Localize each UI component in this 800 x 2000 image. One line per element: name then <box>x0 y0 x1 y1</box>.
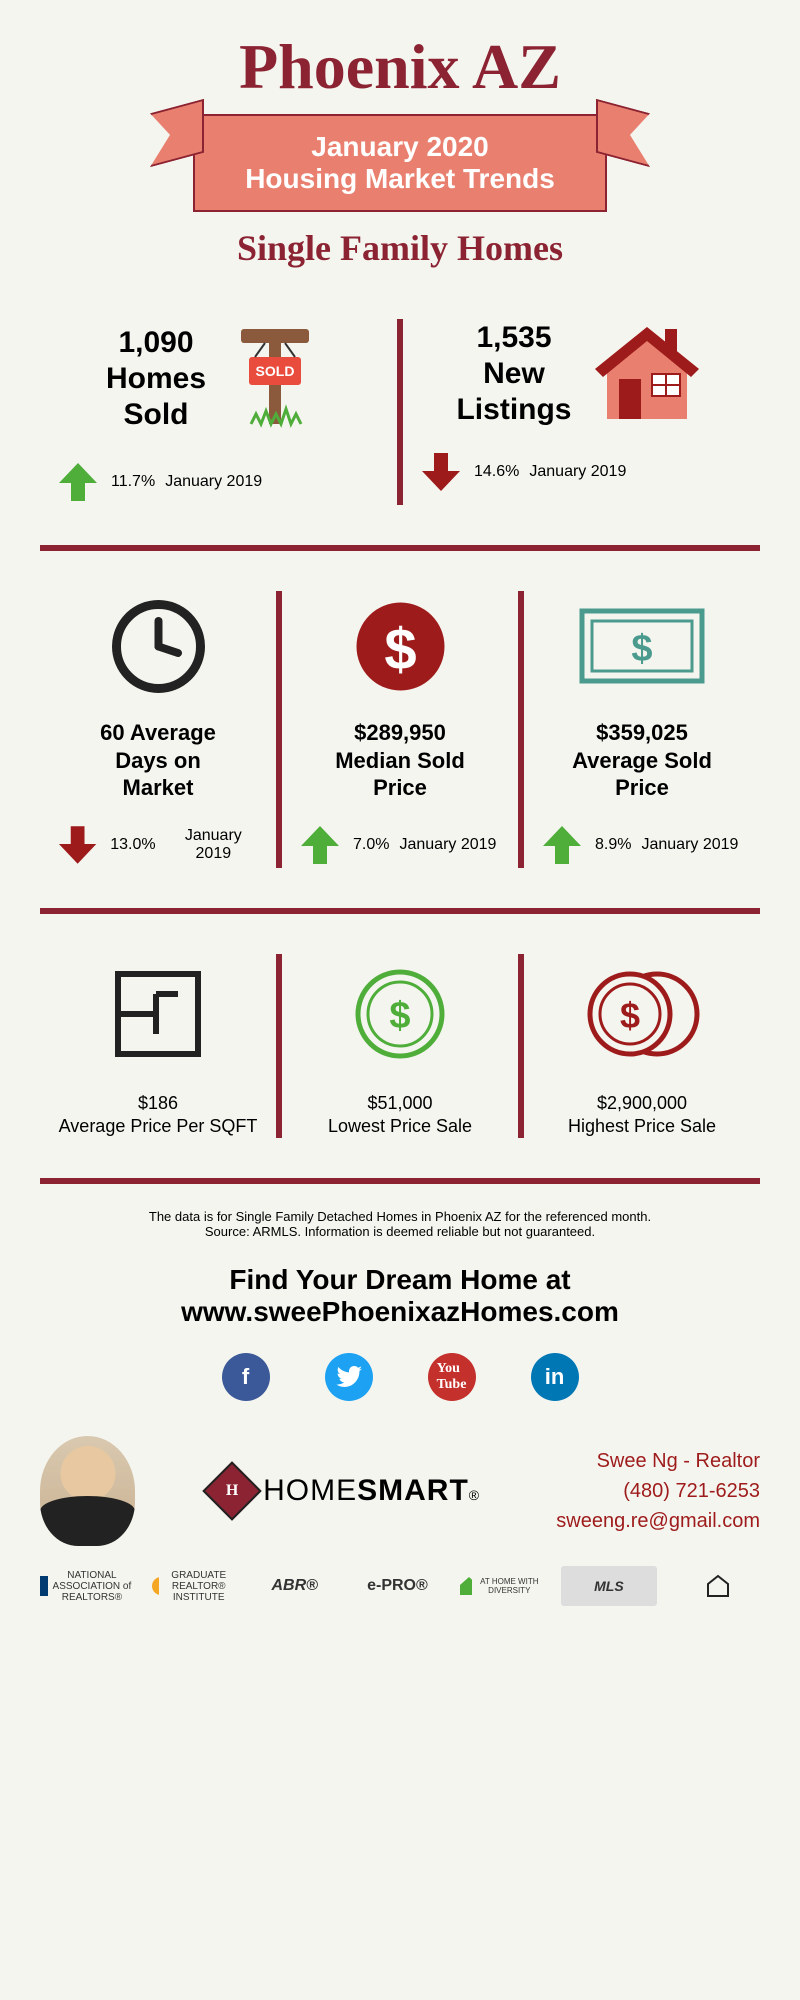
stat-lowest-sale: $51,000 Lowest Price Sale <box>297 1092 503 1139</box>
subtitle: Single Family Homes <box>40 227 760 269</box>
compare-period: January 2019 <box>166 827 261 863</box>
avatar <box>40 1436 135 1546</box>
svg-text:$: $ <box>384 617 416 682</box>
disclaimer: The data is for Single Family Detached H… <box>40 1209 760 1239</box>
compare-pct: 13.0% <box>110 836 155 854</box>
stat-days-on-market: 60 Average Days on Market <box>55 719 261 802</box>
certifications: NATIONAL ASSOCIATION of REALTORS® GRADUA… <box>40 1566 760 1606</box>
stat-highest-sale: $2,900,000 Highest Price Sale <box>539 1092 745 1139</box>
page-title: Phoenix AZ <box>40 30 760 104</box>
dollar-coins-icon: $ <box>582 964 702 1064</box>
arrow-up-icon <box>539 822 585 868</box>
compare-period: January 2019 <box>641 836 738 854</box>
stat-median-price: $289,950 Median Sold Price <box>297 719 503 802</box>
cta: Find Your Dream Home at www.sweePhoenixa… <box>40 1264 760 1328</box>
sold-sign-icon: SOLD <box>221 319 331 439</box>
brand-logo: H HOMESMART® <box>211 1470 480 1512</box>
dollar-outline-icon: $ <box>350 964 450 1064</box>
compare-pct: 14.6% <box>474 463 519 481</box>
youtube-icon[interactable]: YouTube <box>428 1353 476 1401</box>
banner-line-1: January 2020 <box>245 131 555 163</box>
banner-line-2: Housing Market Trends <box>245 163 555 195</box>
arrow-up-icon <box>55 459 101 505</box>
stat-sqft-price: $186 Average Price Per SQFT <box>55 1092 261 1139</box>
contact-block: Swee Ng - Realtor (480) 721-6253 sweeng.… <box>556 1446 760 1536</box>
floorplan-icon <box>108 964 208 1064</box>
svg-text:SOLD: SOLD <box>256 363 295 379</box>
svg-text:$: $ <box>631 628 652 670</box>
clock-icon <box>111 599 206 694</box>
facebook-icon[interactable]: f <box>222 1353 270 1401</box>
svg-text:$: $ <box>389 995 410 1037</box>
compare-period: January 2019 <box>529 463 626 481</box>
twitter-icon[interactable] <box>325 1353 373 1401</box>
dollar-bill-icon: $ <box>577 606 707 686</box>
stat-avg-price: $359,025 Average Sold Price <box>539 719 745 802</box>
stat-new-listings: 1,535 New Listings <box>456 320 571 428</box>
compare-pct: 11.7% <box>111 473 155 491</box>
compare-pct: 7.0% <box>353 836 389 854</box>
svg-text:$: $ <box>620 995 640 1036</box>
compare-pct: 8.9% <box>595 836 631 854</box>
dollar-circle-icon: $ <box>353 599 448 694</box>
compare-period: January 2019 <box>165 473 262 491</box>
compare-period: January 2019 <box>399 836 496 854</box>
banner-ribbon: January 2020 Housing Market Trends <box>40 114 760 212</box>
house-icon <box>587 319 707 429</box>
stat-homes-sold: 1,090 Homes Sold <box>106 325 206 433</box>
linkedin-icon[interactable]: in <box>531 1353 579 1401</box>
arrow-down-icon <box>418 449 464 495</box>
arrow-down-icon <box>55 822 100 868</box>
arrow-up-icon <box>297 822 343 868</box>
